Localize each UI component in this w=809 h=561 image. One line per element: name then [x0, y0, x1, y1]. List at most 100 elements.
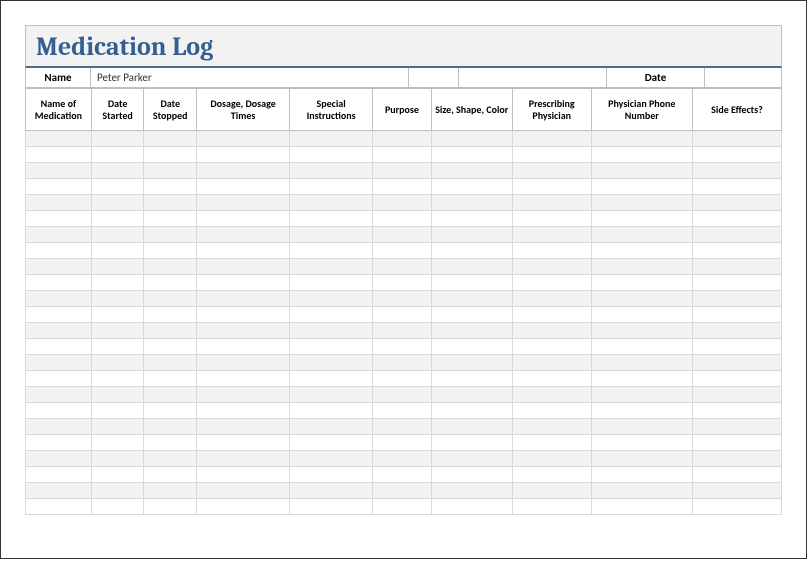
table-cell[interactable] — [91, 387, 144, 403]
table-cell[interactable] — [512, 227, 591, 243]
table-cell[interactable] — [692, 339, 781, 355]
table-cell[interactable] — [431, 467, 512, 483]
table-cell[interactable] — [144, 259, 197, 275]
table-cell[interactable] — [512, 275, 591, 291]
table-cell[interactable] — [144, 275, 197, 291]
table-cell[interactable] — [591, 451, 692, 467]
table-cell[interactable] — [144, 179, 197, 195]
table-cell[interactable] — [290, 323, 373, 339]
table-cell[interactable] — [290, 451, 373, 467]
table-cell[interactable] — [197, 291, 290, 307]
table-cell[interactable] — [591, 211, 692, 227]
table-cell[interactable] — [692, 195, 781, 211]
table-cell[interactable] — [431, 451, 512, 467]
table-cell[interactable] — [591, 227, 692, 243]
table-cell[interactable] — [692, 419, 781, 435]
table-cell[interactable] — [373, 291, 432, 307]
table-cell[interactable] — [26, 323, 92, 339]
table-cell[interactable] — [431, 387, 512, 403]
table-cell[interactable] — [26, 387, 92, 403]
table-cell[interactable] — [290, 371, 373, 387]
table-cell[interactable] — [197, 451, 290, 467]
table-cell[interactable] — [591, 323, 692, 339]
table-cell[interactable] — [290, 355, 373, 371]
table-cell[interactable] — [373, 483, 432, 499]
table-cell[interactable] — [91, 195, 144, 211]
table-cell[interactable] — [692, 131, 781, 147]
table-cell[interactable] — [290, 131, 373, 147]
table-cell[interactable] — [144, 355, 197, 371]
table-cell[interactable] — [290, 211, 373, 227]
table-cell[interactable] — [512, 355, 591, 371]
table-cell[interactable] — [197, 467, 290, 483]
table-cell[interactable] — [197, 211, 290, 227]
table-cell[interactable] — [91, 163, 144, 179]
table-cell[interactable] — [692, 403, 781, 419]
table-cell[interactable] — [512, 323, 591, 339]
table-cell[interactable] — [373, 323, 432, 339]
table-cell[interactable] — [512, 483, 591, 499]
table-cell[interactable] — [373, 179, 432, 195]
table-cell[interactable] — [26, 227, 92, 243]
table-cell[interactable] — [91, 131, 144, 147]
table-cell[interactable] — [144, 131, 197, 147]
table-cell[interactable] — [144, 163, 197, 179]
table-cell[interactable] — [692, 323, 781, 339]
table-cell[interactable] — [512, 339, 591, 355]
table-cell[interactable] — [431, 179, 512, 195]
table-cell[interactable] — [144, 195, 197, 211]
table-cell[interactable] — [692, 291, 781, 307]
table-cell[interactable] — [26, 307, 92, 323]
table-cell[interactable] — [591, 147, 692, 163]
table-cell[interactable] — [373, 371, 432, 387]
table-cell[interactable] — [26, 435, 92, 451]
table-cell[interactable] — [91, 403, 144, 419]
table-cell[interactable] — [431, 371, 512, 387]
table-cell[interactable] — [591, 259, 692, 275]
table-cell[interactable] — [144, 371, 197, 387]
table-cell[interactable] — [91, 419, 144, 435]
table-cell[interactable] — [431, 147, 512, 163]
table-cell[interactable] — [197, 147, 290, 163]
table-cell[interactable] — [197, 307, 290, 323]
table-cell[interactable] — [91, 259, 144, 275]
table-cell[interactable] — [373, 131, 432, 147]
table-cell[interactable] — [692, 435, 781, 451]
table-cell[interactable] — [431, 355, 512, 371]
table-cell[interactable] — [512, 467, 591, 483]
table-cell[interactable] — [431, 211, 512, 227]
table-cell[interactable] — [26, 467, 92, 483]
table-cell[interactable] — [91, 243, 144, 259]
table-cell[interactable] — [591, 179, 692, 195]
table-cell[interactable] — [431, 275, 512, 291]
table-cell[interactable] — [197, 179, 290, 195]
table-cell[interactable] — [512, 291, 591, 307]
table-cell[interactable] — [290, 483, 373, 499]
table-cell[interactable] — [144, 435, 197, 451]
table-cell[interactable] — [591, 387, 692, 403]
table-cell[interactable] — [591, 339, 692, 355]
table-cell[interactable] — [692, 179, 781, 195]
date-value[interactable] — [705, 68, 781, 87]
table-cell[interactable] — [197, 499, 290, 515]
table-cell[interactable] — [591, 499, 692, 515]
table-cell[interactable] — [26, 243, 92, 259]
table-cell[interactable] — [373, 211, 432, 227]
table-cell[interactable] — [373, 339, 432, 355]
table-cell[interactable] — [431, 307, 512, 323]
table-cell[interactable] — [91, 227, 144, 243]
table-cell[interactable] — [512, 163, 591, 179]
table-cell[interactable] — [197, 163, 290, 179]
table-cell[interactable] — [373, 355, 432, 371]
table-cell[interactable] — [431, 483, 512, 499]
table-cell[interactable] — [144, 403, 197, 419]
table-cell[interactable] — [431, 227, 512, 243]
table-cell[interactable] — [144, 387, 197, 403]
table-cell[interactable] — [197, 243, 290, 259]
table-cell[interactable] — [373, 451, 432, 467]
table-cell[interactable] — [431, 419, 512, 435]
table-cell[interactable] — [373, 163, 432, 179]
table-cell[interactable] — [431, 291, 512, 307]
table-cell[interactable] — [197, 323, 290, 339]
table-cell[interactable] — [512, 403, 591, 419]
